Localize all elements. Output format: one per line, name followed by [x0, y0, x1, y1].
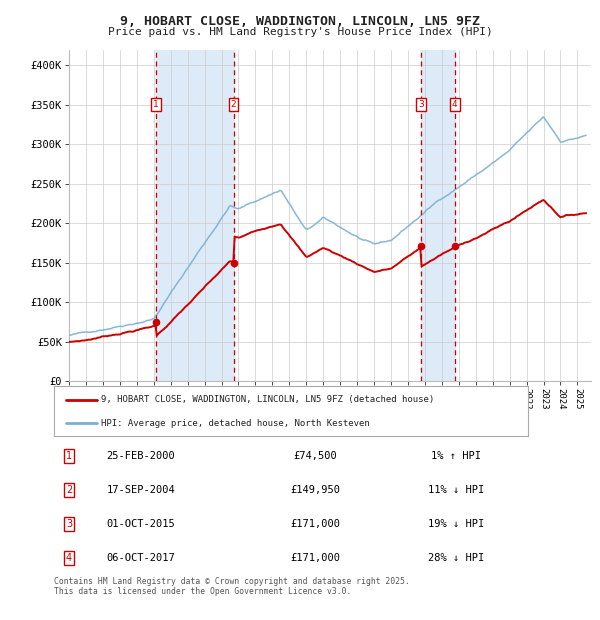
Text: Contains HM Land Registry data © Crown copyright and database right 2025.
This d: Contains HM Land Registry data © Crown c… — [54, 577, 410, 596]
Text: £171,000: £171,000 — [290, 519, 340, 529]
Text: 11% ↓ HPI: 11% ↓ HPI — [428, 485, 484, 495]
Text: 4: 4 — [452, 100, 458, 109]
Bar — [156, 50, 233, 381]
Text: 2: 2 — [231, 100, 236, 109]
Text: 17-SEP-2004: 17-SEP-2004 — [107, 485, 175, 495]
Text: £74,500: £74,500 — [293, 451, 337, 461]
Text: 19% ↓ HPI: 19% ↓ HPI — [428, 519, 484, 529]
Text: 3: 3 — [418, 100, 424, 109]
Text: 9, HOBART CLOSE, WADDINGTON, LINCOLN, LN5 9FZ (detached house): 9, HOBART CLOSE, WADDINGTON, LINCOLN, LN… — [101, 395, 434, 404]
Text: 1% ↑ HPI: 1% ↑ HPI — [431, 451, 481, 461]
Text: 4: 4 — [66, 553, 72, 564]
Text: 9, HOBART CLOSE, WADDINGTON, LINCOLN, LN5 9FZ: 9, HOBART CLOSE, WADDINGTON, LINCOLN, LN… — [120, 15, 480, 27]
Text: Price paid vs. HM Land Registry's House Price Index (HPI): Price paid vs. HM Land Registry's House … — [107, 27, 493, 37]
Text: £171,000: £171,000 — [290, 553, 340, 564]
Text: 06-OCT-2017: 06-OCT-2017 — [107, 553, 175, 564]
Text: 2: 2 — [66, 485, 72, 495]
Text: 25-FEB-2000: 25-FEB-2000 — [107, 451, 175, 461]
Bar — [421, 50, 455, 381]
Text: HPI: Average price, detached house, North Kesteven: HPI: Average price, detached house, Nort… — [101, 418, 370, 428]
Text: £149,950: £149,950 — [290, 485, 340, 495]
Text: 3: 3 — [66, 519, 72, 529]
Text: 28% ↓ HPI: 28% ↓ HPI — [428, 553, 484, 564]
Text: 1: 1 — [66, 451, 72, 461]
Text: 01-OCT-2015: 01-OCT-2015 — [107, 519, 175, 529]
Text: 1: 1 — [153, 100, 159, 109]
